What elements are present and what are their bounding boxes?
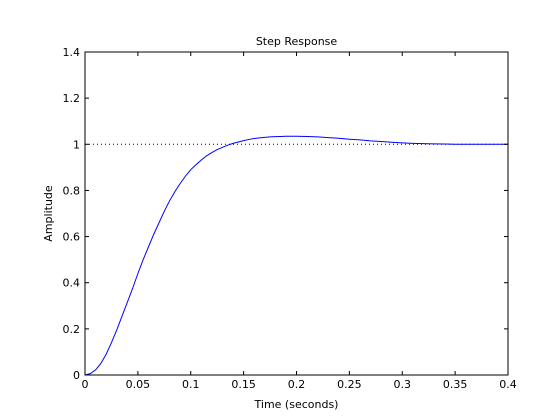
plot-area — [85, 52, 508, 375]
step-response-series-line — [84, 135, 508, 376]
series-layer — [84, 135, 508, 376]
y-tick-label: 1.4 — [63, 46, 81, 59]
y-tick-label: 1.2 — [63, 92, 81, 105]
x-tick-label: 0.2 — [288, 378, 306, 391]
x-tick-label: 0.4 — [499, 378, 517, 391]
x-tick-label: 0.1 — [182, 378, 200, 391]
y-axis-label: Amplitude — [42, 185, 55, 242]
x-tick-label: 0.05 — [126, 378, 151, 391]
y-tick-label: 0.8 — [63, 184, 81, 197]
plot-frame — [84, 51, 509, 376]
y-tick-label: 0 — [73, 369, 80, 382]
x-axis-label: Time (seconds) — [254, 398, 339, 411]
chart-title: Step Response — [256, 35, 338, 48]
x-tick-label: 0 — [82, 378, 89, 391]
y-tick-label: 1 — [73, 138, 80, 151]
y-tick-label: 0.4 — [63, 277, 81, 290]
x-tick-label: 0.15 — [231, 378, 256, 391]
y-tick-label: 0.6 — [63, 231, 81, 244]
x-tick-label: 0.3 — [394, 378, 412, 391]
x-tick-label: 0.25 — [337, 378, 362, 391]
y-tick-label: 0.2 — [63, 323, 81, 336]
x-tick-label: 0.35 — [443, 378, 468, 391]
axis-layer: 0 0.05 0.1 0.15 0.2 0.25 0.3 0.35 0.4 0 0.2 0.4 0.6 0… — [63, 46, 517, 391]
